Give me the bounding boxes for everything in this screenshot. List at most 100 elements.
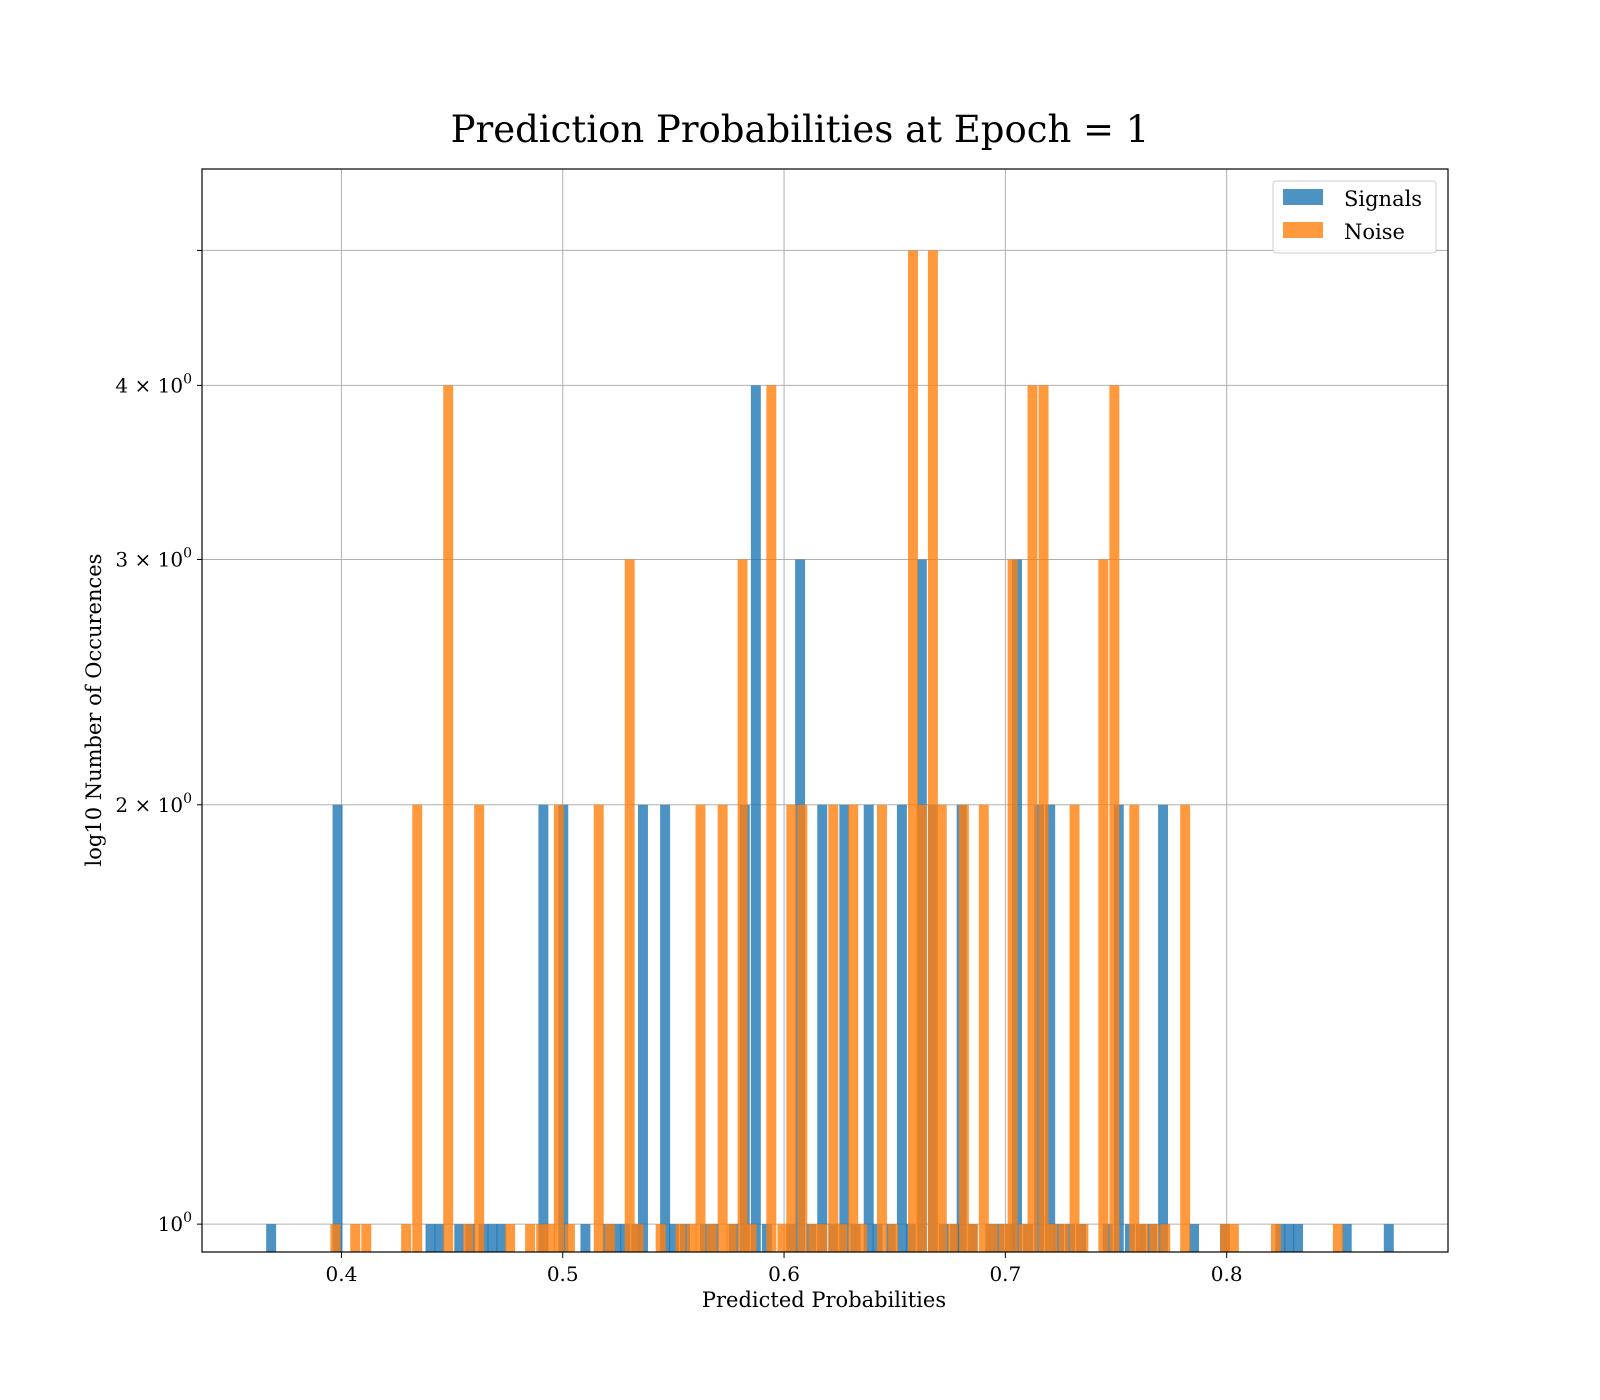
- noise-bar: [1220, 1224, 1231, 1252]
- signals-bar: [332, 804, 343, 1252]
- noise-bar: [624, 559, 635, 1252]
- noise-bar: [474, 804, 485, 1252]
- plot-frame: [201, 168, 1449, 1253]
- noise-bar: [593, 804, 604, 1252]
- noise-bar: [848, 804, 859, 1252]
- noise-bar: [695, 804, 706, 1252]
- legend-swatch-noise: [1283, 222, 1323, 238]
- noise-bar: [828, 804, 839, 1252]
- noise-bar: [967, 1224, 978, 1252]
- noise-bar: [797, 804, 808, 1252]
- noise-bar: [1007, 559, 1018, 1252]
- noise-bar: [412, 804, 423, 1252]
- noise-bar: [947, 1224, 958, 1252]
- noise-bar: [726, 1224, 737, 1252]
- noise-bar: [837, 1224, 848, 1252]
- y-tick-label: 4 × 100: [115, 371, 192, 397]
- noise-bar: [817, 1224, 828, 1252]
- noise-bar: [1160, 1224, 1171, 1252]
- noise-bar: [936, 804, 947, 1252]
- noise-bar: [1018, 1224, 1029, 1252]
- signals-bar: [1293, 1224, 1304, 1252]
- noise-bar: [1228, 1224, 1239, 1252]
- noise-bar: [786, 804, 797, 1252]
- signals-bar: [637, 804, 648, 1252]
- noise-bar: [1038, 385, 1049, 1252]
- noise-bar: [675, 1224, 686, 1252]
- noise-bar: [978, 804, 989, 1252]
- noise-bar: [1098, 559, 1109, 1252]
- noise-bar: [777, 1224, 788, 1252]
- signals-bar: [1341, 1224, 1352, 1252]
- noise-bar: [888, 1224, 899, 1252]
- noise-bar: [746, 1224, 757, 1252]
- noise-bar: [1058, 1224, 1069, 1252]
- noise-bar: [1332, 1224, 1343, 1252]
- signals-bar: [580, 1224, 591, 1252]
- x-axis-label: Predicted Probabilities: [702, 1288, 946, 1312]
- x-tick-label: 0.4: [326, 1262, 358, 1286]
- noise-bar: [987, 1224, 998, 1252]
- noise-bar: [525, 1224, 536, 1252]
- noise-bar: [717, 804, 728, 1252]
- noise-bar: [604, 1224, 615, 1252]
- signals-bar: [660, 804, 671, 1252]
- signals-bar: [668, 1224, 679, 1252]
- noise-bar: [1078, 1224, 1089, 1252]
- signals-bar: [896, 804, 907, 1252]
- noise-bar: [633, 1224, 644, 1252]
- x-tick-label: 0.6: [768, 1262, 800, 1286]
- legend: Signals Noise: [1272, 180, 1437, 254]
- x-tick-label: 0.7: [989, 1262, 1021, 1286]
- noise-bar: [1047, 1224, 1058, 1252]
- noise-bar: [1138, 1224, 1149, 1252]
- bars-layer: [266, 250, 1394, 1253]
- legend-label-signals: Signals: [1344, 187, 1422, 211]
- noise-bar: [1109, 385, 1120, 1252]
- noise-bar: [737, 559, 748, 1252]
- noise-bar: [907, 250, 918, 1253]
- noise-bar: [505, 1224, 516, 1252]
- noise-bar: [1027, 385, 1038, 1252]
- signals-bar: [611, 1224, 622, 1252]
- legend-swatch-signals: [1283, 189, 1323, 205]
- noise-bar: [361, 1224, 372, 1252]
- noise-bar: [877, 804, 887, 1252]
- x-tick-label: 0.5: [547, 1262, 579, 1286]
- y-tick-label: 100: [158, 1210, 192, 1236]
- signals-bar: [538, 804, 549, 1252]
- noise-bar: [1149, 1224, 1160, 1252]
- noise-bar: [998, 1224, 1009, 1252]
- noise-bar: [766, 385, 777, 1252]
- signals-bar: [1284, 1224, 1295, 1252]
- noise-bar: [350, 1224, 361, 1252]
- signals-bar: [1045, 804, 1056, 1252]
- noise-bar: [564, 1224, 575, 1252]
- noise-bar: [958, 804, 969, 1252]
- signals-bar: [1383, 1224, 1394, 1252]
- noise-bar: [463, 1224, 474, 1252]
- noise-bar: [916, 804, 927, 1252]
- signals-bar: [266, 1224, 277, 1252]
- signals-bar: [434, 1224, 445, 1252]
- noise-bar: [1129, 804, 1140, 1252]
- y-axis-label: log10 Number of Occurences: [82, 554, 106, 867]
- noise-bar: [857, 1224, 868, 1252]
- signals-bar: [750, 385, 761, 1252]
- noise-bar: [536, 1224, 547, 1252]
- signals-bar: [454, 1224, 465, 1252]
- noise-bar: [330, 1224, 341, 1252]
- noise-bar: [706, 1224, 717, 1252]
- y-axis: 100 2 × 100 3 × 100 4 × 100: [115, 249, 202, 1236]
- noise-bar: [443, 385, 454, 1252]
- legend-label-noise: Noise: [1344, 220, 1405, 244]
- noise-bar: [545, 1224, 555, 1252]
- y-tick-label: 2 × 100: [115, 791, 192, 817]
- y-tick-label: 3 × 100: [115, 545, 192, 571]
- noise-bar: [1069, 804, 1080, 1252]
- noise-bar: [686, 1224, 697, 1252]
- signals-bar: [487, 1224, 498, 1252]
- signals-bar: [1189, 1224, 1200, 1252]
